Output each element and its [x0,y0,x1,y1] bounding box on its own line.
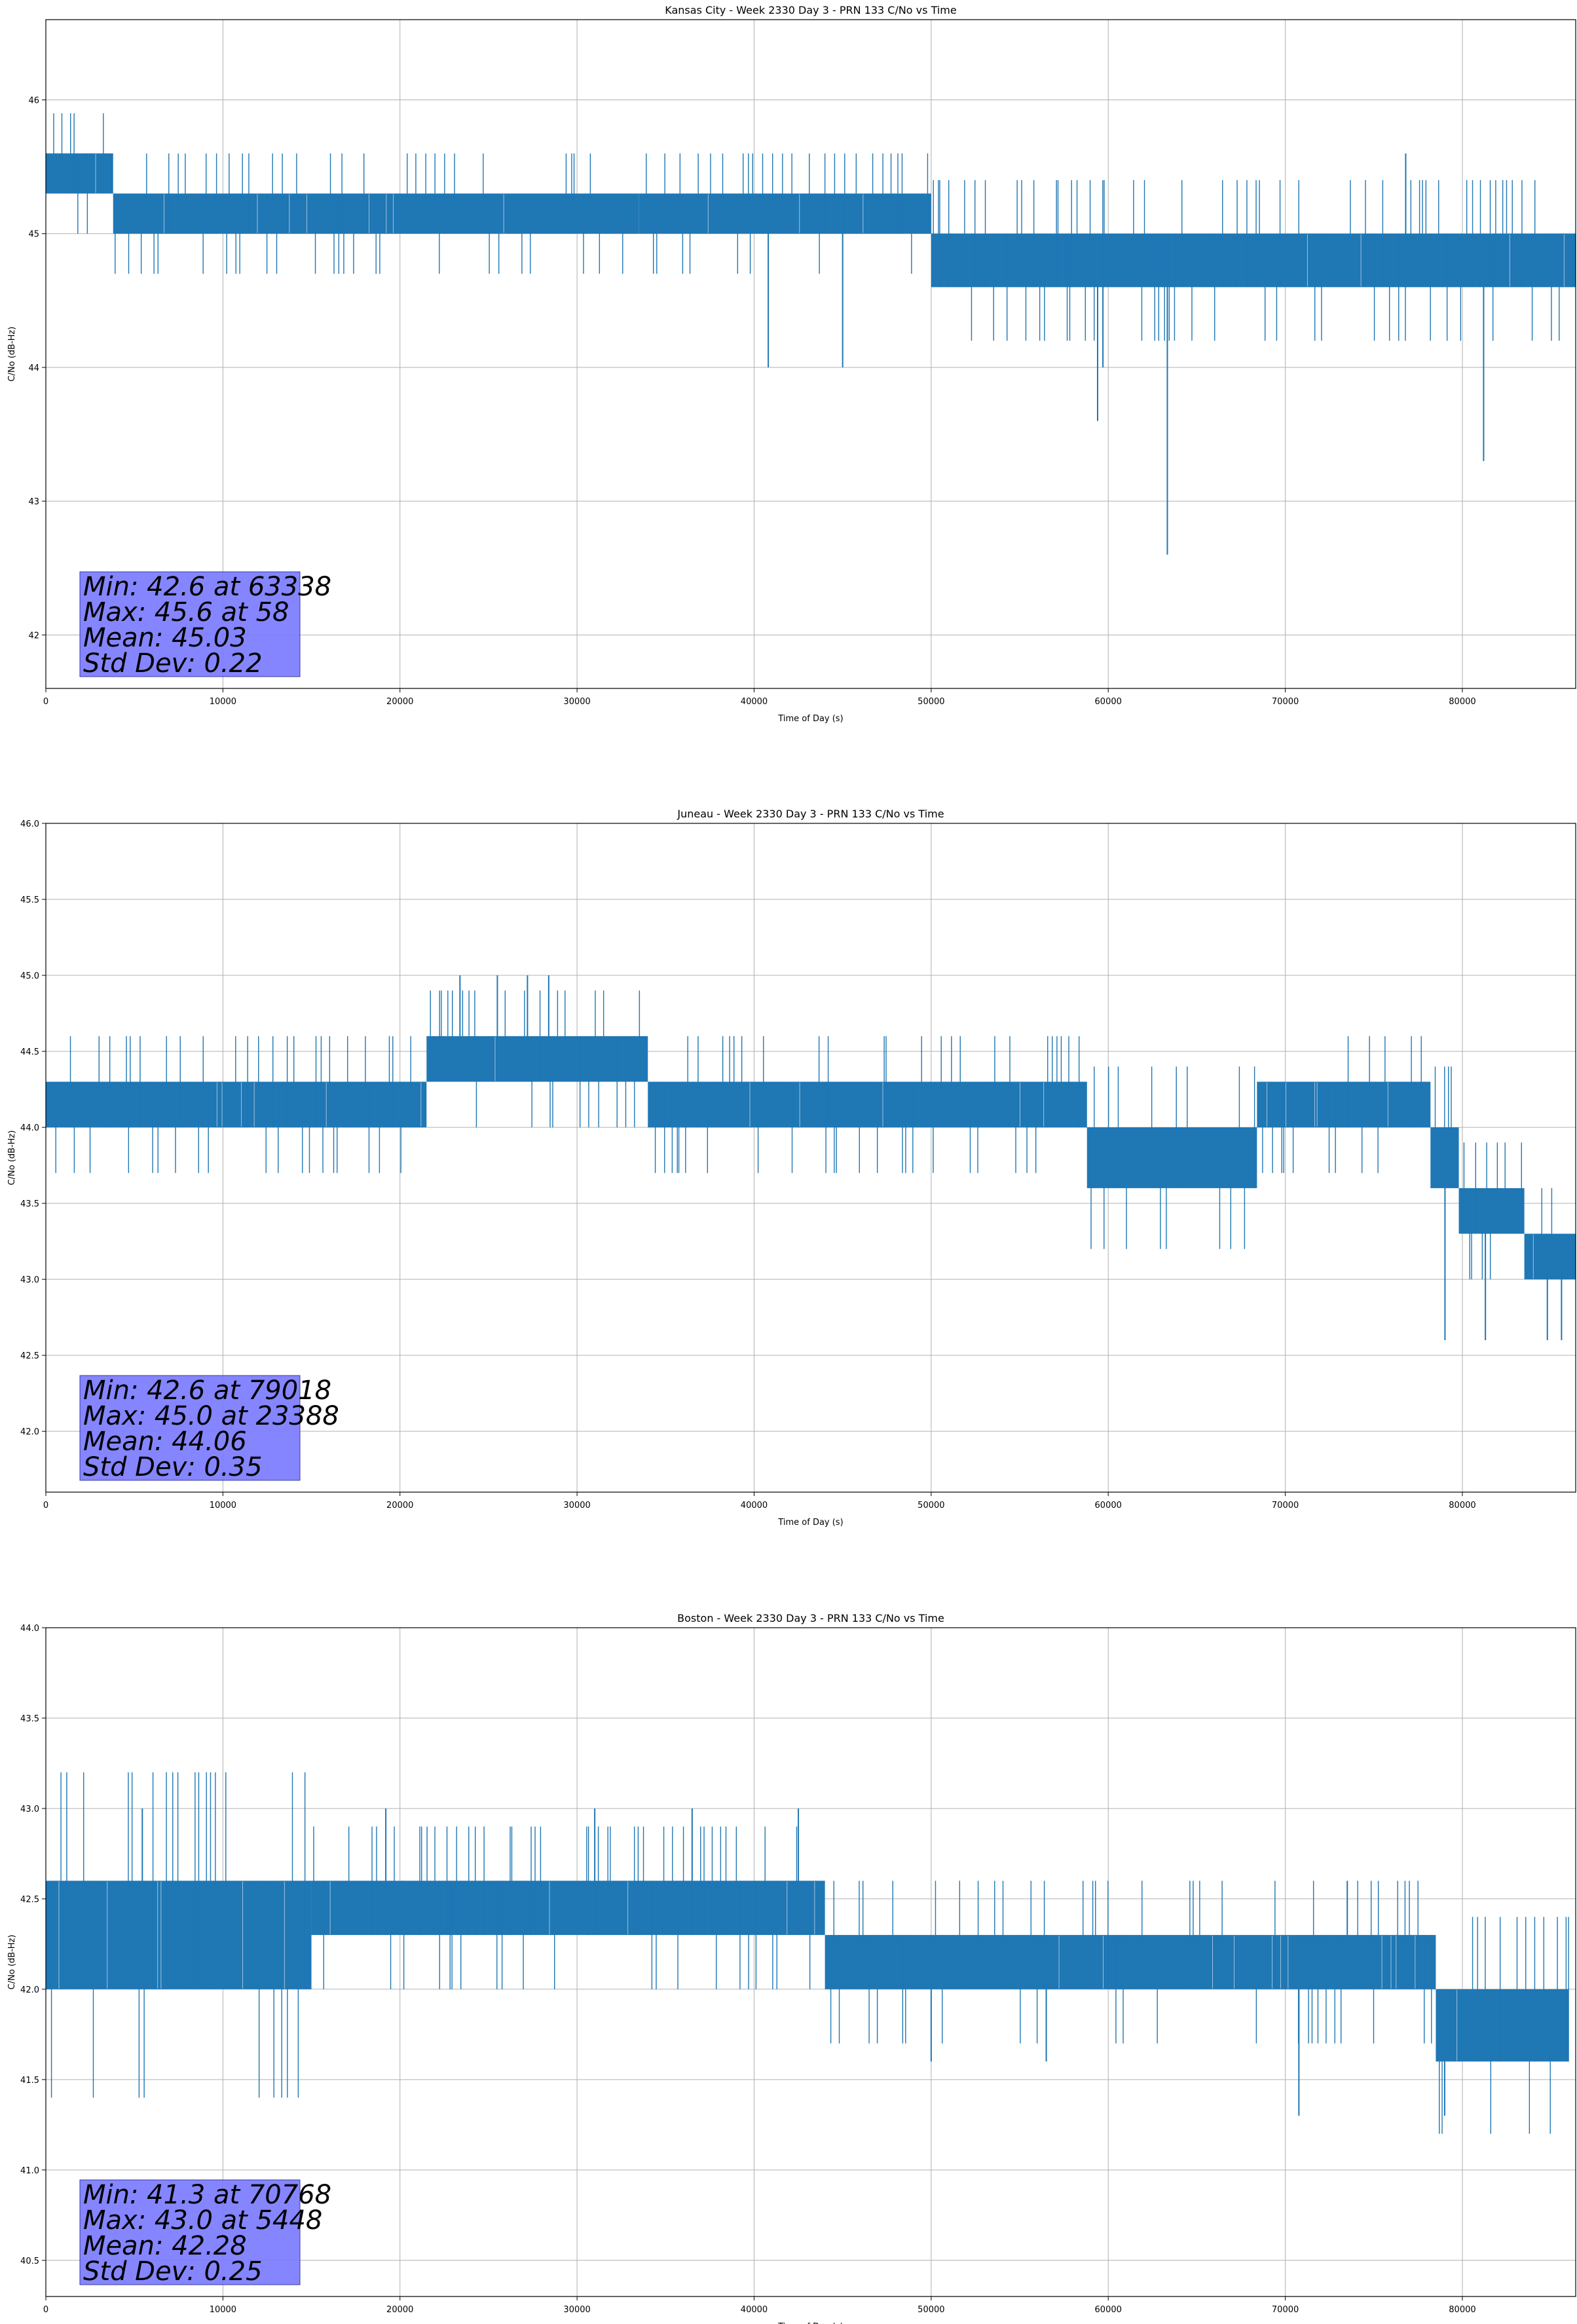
series-band [1524,1233,1576,1280]
series-band [46,153,113,194]
stats-line: Std Dev: 0.22 [83,648,263,679]
y-tick-label: 43.5 [20,1714,39,1724]
y-axis-label: C/No (dB-Hz) [7,1935,17,1990]
series-band [1458,1188,1525,1234]
series-band [46,1081,427,1128]
data-series [46,113,1576,555]
y-tick-label: 41.5 [20,2076,39,2086]
x-tick-label: 50000 [918,2305,944,2315]
y-axis-label: C/No (dB-Hz) [7,327,17,382]
y-tick-label: 44.0 [20,1123,39,1133]
series-band [311,1881,825,1936]
y-tick-label: 42.0 [20,1427,39,1437]
x-tick-label: 0 [43,2305,48,2315]
y-tick-label: 45 [28,230,39,240]
y-tick-label: 45.0 [20,971,39,981]
y-tick-label: 46 [28,96,39,106]
y-tick-label: 43 [28,497,39,507]
x-tick-label: 60000 [1095,1501,1122,1510]
data-series [46,1772,1569,2134]
stats-line: Max: 43.0 at 5448 [83,2205,322,2236]
x-tick-label: 30000 [563,697,590,707]
x-axis-label: Time of Day (s) [777,714,843,724]
x-tick-label: 40000 [741,2305,768,2315]
x-tick-label: 60000 [1095,2305,1122,2315]
series-band [648,1081,1087,1128]
x-tick-label: 20000 [386,1501,413,1510]
x-tick-label: 10000 [210,697,236,707]
x-tick-label: 10000 [210,2305,236,2315]
y-tick-label: 42.5 [20,1351,39,1361]
x-tick-label: 70000 [1272,697,1299,707]
series-band [931,233,1576,288]
chart-title: Kansas City - Week 2330 Day 3 - PRN 133 … [665,4,956,16]
x-tick-label: 30000 [563,1501,590,1510]
stats-line: Min: 42.6 at 63338 [83,572,331,602]
x-tick-label: 80000 [1449,2305,1475,2315]
axes-frame [45,19,1576,689]
stats-line: Max: 45.6 at 58 [83,597,289,628]
series-band [1436,1989,1569,2062]
axes-frame [45,1627,1576,2297]
stats-box [79,2179,301,2285]
y-tick-label: 44.0 [20,1624,39,1634]
x-tick-label: 80000 [1449,697,1475,707]
series-band [825,1935,1436,1989]
x-tick-label: 50000 [918,1501,944,1510]
x-axis-label: Time of Day (s) [777,2322,843,2324]
stats-line: Mean: 45.03 [83,623,247,653]
x-tick-label: 80000 [1449,1501,1475,1510]
x-tick-label: 40000 [741,1501,768,1510]
x-tick-label: 0 [43,1501,48,1510]
x-axis-label: Time of Day (s) [777,1518,843,1527]
stats-line: Std Dev: 0.25 [83,2257,263,2287]
x-tick-label: 70000 [1272,2305,1299,2315]
x-tick-label: 70000 [1272,1501,1299,1510]
x-tick-label: 0 [43,697,48,707]
y-tick-label: 40.5 [20,2257,39,2266]
data-series [46,975,1576,1340]
chart-title: Juneau - Week 2330 Day 3 - PRN 133 C/No … [677,808,944,820]
stats-line: Mean: 44.06 [83,1427,247,1457]
y-tick-label: 43.5 [20,1199,39,1209]
chart-panel-0: 0 10000 20000 30000 40000 50000 60000 70000 8000… [7,4,1576,724]
stats-line: Std Dev: 0.35 [83,1452,263,1482]
stats-line: Min: 41.3 at 70768 [83,2180,331,2210]
y-tick-label: 43.0 [20,1275,39,1285]
y-tick-label: 43.0 [20,1805,39,1814]
series-band [46,1881,312,1989]
chart-title: Boston - Week 2330 Day 3 - PRN 133 C/No … [677,1612,944,1624]
y-tick-label: 42.5 [20,1895,39,1905]
y-tick-label: 45.5 [20,895,39,905]
x-tick-label: 40000 [741,697,768,707]
x-tick-label: 60000 [1095,697,1122,707]
chart-panel-2: 0 10000 20000 30000 40000 50000 60000 70000 8000… [7,1612,1576,2324]
x-tick-label: 20000 [386,2305,413,2315]
series-band [1257,1081,1431,1128]
x-tick-label: 50000 [918,697,944,707]
stats-line: Min: 42.6 at 79018 [83,1376,331,1406]
y-tick-label: 46.0 [20,819,39,829]
axes-frame [45,823,1576,1493]
series-band [426,1036,648,1082]
stats-box [79,1375,301,1481]
y-axis-label: C/No (dB-Hz) [7,1131,17,1186]
stats-line: Max: 45.0 at 23388 [83,1401,339,1431]
y-tick-label: 42 [28,631,39,641]
x-tick-label: 30000 [563,2305,590,2315]
stats-line: Mean: 42.28 [83,2231,247,2261]
stats-box [79,571,301,677]
y-tick-label: 42.0 [20,1985,39,1995]
y-tick-label: 44.5 [20,1047,39,1057]
x-tick-label: 20000 [386,697,413,707]
series-band [1086,1127,1257,1188]
y-tick-label: 44 [28,364,39,373]
chart-panel-1: 0 10000 20000 30000 40000 50000 60000 70000 8000… [7,808,1576,1527]
x-tick-label: 10000 [210,1501,236,1510]
y-tick-label: 41.0 [20,2166,39,2176]
